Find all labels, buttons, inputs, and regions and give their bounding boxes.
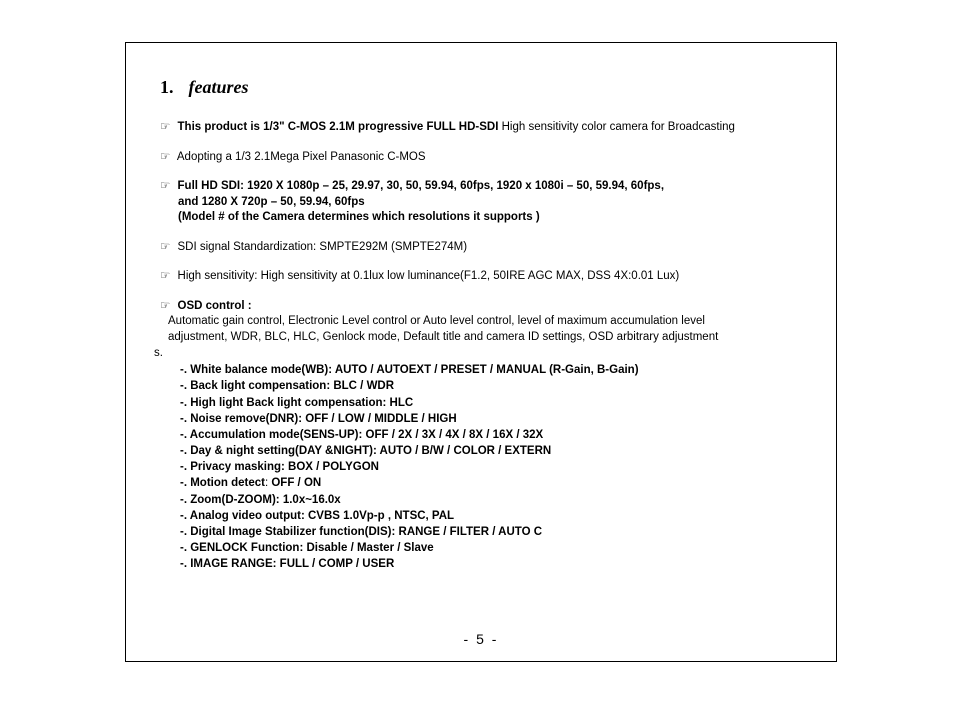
feature-4-text: SDI signal Standardization: SMPTE292M (S… xyxy=(178,241,468,253)
sub-item-5: -. Accumulation mode(SENS-UP): OFF / 2X … xyxy=(180,428,808,443)
sub-item-7: -. Privacy masking: BOX / POLYGON xyxy=(180,460,808,475)
feature-3-line1: Full HD SDI: 1920 X 1080p – 25, 29.97, 3… xyxy=(178,180,665,192)
heading-number: 1. xyxy=(160,77,174,97)
feature-3-line3: (Model # of the Camera determines which … xyxy=(178,210,540,226)
sub-item-8: -. Motion detect: OFF / ON xyxy=(180,476,808,491)
sub-item-10: -. Analog video output: CVBS 1.0Vp-p , N… xyxy=(180,509,808,524)
sub-item-9: -. Zoom(D-ZOOM): 1.0x~16.0x xyxy=(180,493,808,508)
pointing-hand-icon: ☞ xyxy=(160,121,170,133)
feature-item-2: ☞ Adopting a 1/3 2.1Mega Pixel Panasonic… xyxy=(160,150,808,166)
feature-item-4: ☞ SDI signal Standardization: SMPTE292M … xyxy=(160,240,808,256)
sub-item-8a: -. Motion detect xyxy=(180,477,265,489)
sub-item-13: -. IMAGE RANGE: FULL / COMP / USER xyxy=(180,557,808,572)
feature-item-5: ☞ High sensitivity: High sensitivity at … xyxy=(160,269,808,285)
osd-sub-list: -. White balance mode(WB): AUTO / AUTOEX… xyxy=(180,363,808,572)
feature-1-bold: This product is 1/3" C-MOS 2.1M progress… xyxy=(178,121,502,133)
pointing-hand-icon: ☞ xyxy=(160,241,170,253)
pointing-hand-icon: ☞ xyxy=(160,151,170,163)
sub-item-11: -. Digital Image Stabilizer function(DIS… xyxy=(180,525,808,540)
sub-item-3: -. High light Back light compensation: H… xyxy=(180,396,808,411)
feature-item-6: ☞ OSD control : Automatic gain control, … xyxy=(160,299,808,346)
osd-hanging-s: s. xyxy=(154,347,808,359)
osd-body-l2: adjustment, WDR, BLC, HLC, Genlock mode,… xyxy=(168,330,718,346)
pointing-hand-icon: ☞ xyxy=(160,270,170,282)
section-heading: 1. features xyxy=(160,77,808,98)
feature-item-3: ☞ Full HD SDI: 1920 X 1080p – 25, 29.97,… xyxy=(160,179,808,226)
sub-item-4: -. Noise remove(DNR): OFF / LOW / MIDDLE… xyxy=(180,412,808,427)
pointing-hand-icon: ☞ xyxy=(160,180,170,192)
page-frame: 1. features ☞ This product is 1/3" C-MOS… xyxy=(125,42,837,662)
feature-item-1: ☞ This product is 1/3" C-MOS 2.1M progre… xyxy=(160,120,808,136)
feature-1-rest: High sensitivity color camera for Broadc… xyxy=(502,121,735,133)
page-number: - 5 - xyxy=(126,631,836,647)
heading-title: features xyxy=(189,77,249,97)
osd-head: OSD control : xyxy=(178,300,252,312)
osd-body-l1: Automatic gain control, Electronic Level… xyxy=(168,314,705,330)
sub-item-2: -. Back light compensation: BLC / WDR xyxy=(180,379,808,394)
feature-5-text: High sensitivity: High sensitivity at 0.… xyxy=(178,270,680,282)
sub-item-1: -. White balance mode(WB): AUTO / AUTOEX… xyxy=(180,363,808,378)
pointing-hand-icon: ☞ xyxy=(160,300,170,312)
sub-item-8c: OFF / ON xyxy=(271,477,321,489)
sub-item-12: -. GENLOCK Function: Disable / Master / … xyxy=(180,541,808,556)
sub-item-6: -. Day & night setting(DAY &NIGHT): AUTO… xyxy=(180,444,808,459)
feature-2-text: Adopting a 1/3 2.1Mega Pixel Panasonic C… xyxy=(177,151,426,163)
feature-3-line2: and 1280 X 720p – 50, 59.94, 60fps xyxy=(178,195,365,211)
